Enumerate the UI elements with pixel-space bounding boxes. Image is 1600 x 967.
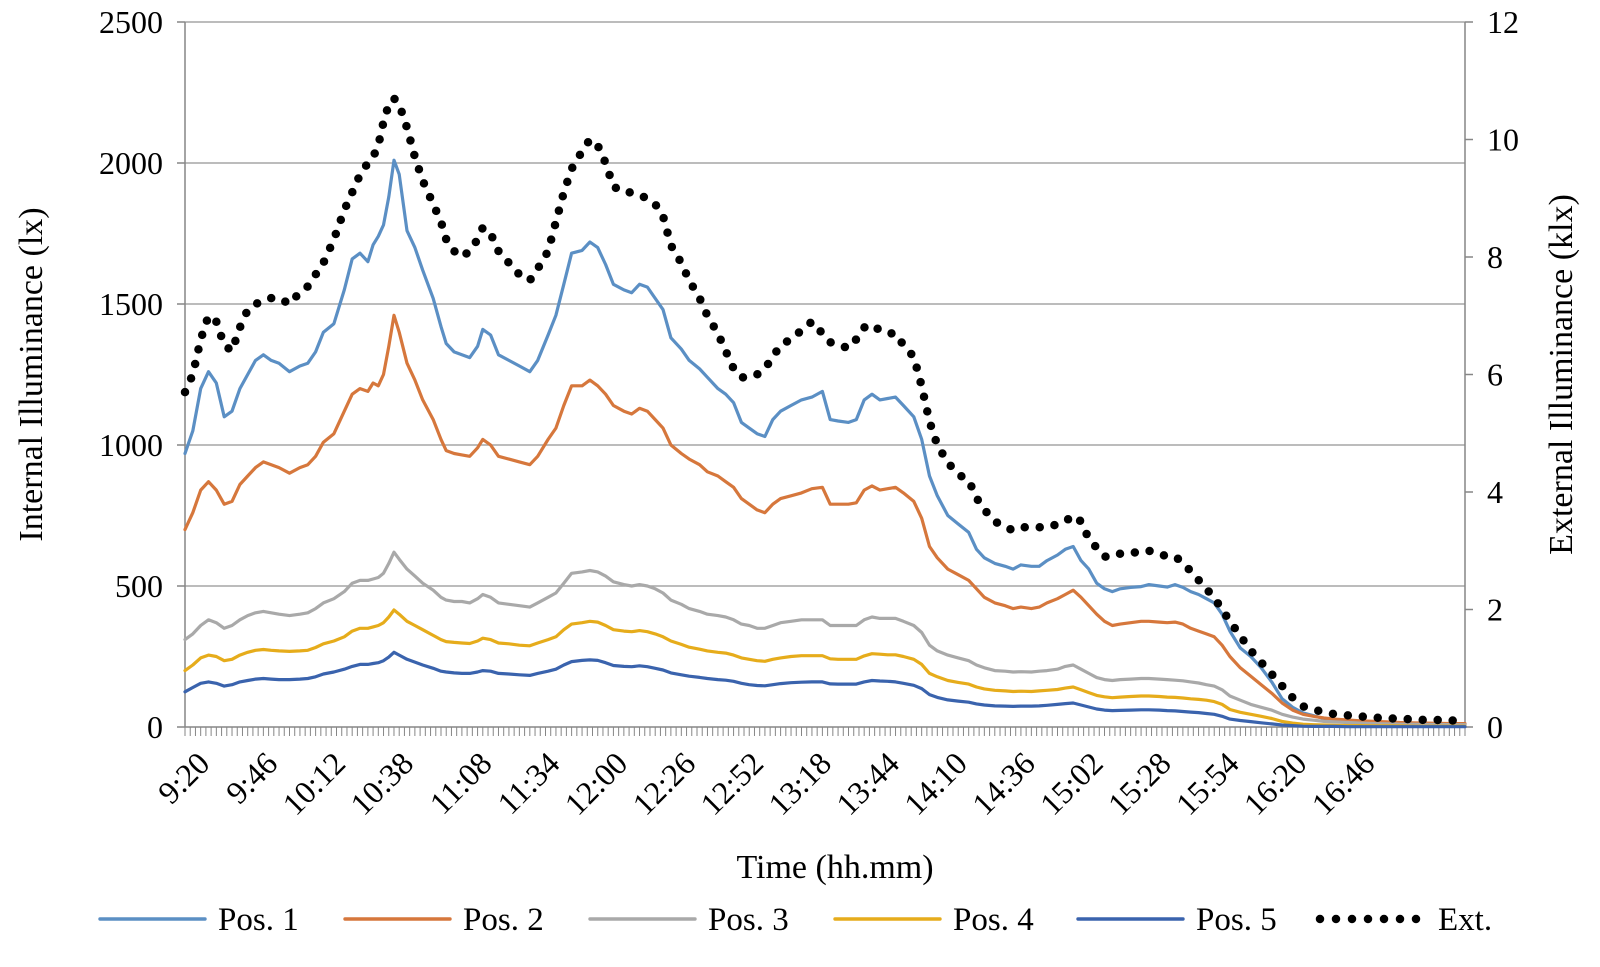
y-right-tick-label: 4 [1487, 474, 1503, 510]
y-right-tick-label: 0 [1487, 709, 1503, 745]
x-tick-label: 11:34 [490, 745, 566, 821]
x-tick-label: 15:02 [1033, 745, 1110, 822]
series-line-2 [183, 313, 1467, 726]
y-right-tick-label: 2 [1487, 592, 1503, 628]
right-y-axis-title: External Illuminance (klx) [1543, 194, 1580, 555]
x-tick-label: 12:52 [693, 745, 770, 822]
series-line-5 [183, 650, 1467, 729]
x-tick-label: 9:46 [219, 745, 285, 811]
x-tick-label: 11:08 [422, 745, 498, 821]
x-tick-label: 15:28 [1101, 745, 1178, 822]
x-tick-label: 10:38 [343, 745, 420, 822]
x-tick-label: 16:20 [1237, 745, 1314, 822]
x-tick-label: 10:12 [275, 745, 352, 822]
x-tick-label: 13:44 [829, 745, 906, 822]
series-line-3 [183, 550, 1467, 727]
series-line-6 [180, 94, 1470, 725]
legend: Pos. 1 Pos. 2 Pos. 3 Pos. 4 Pos. 5 Ext. [98, 902, 1492, 938]
left-y-tick-labels: 0 500 1000 1500 2000 2500 [99, 4, 163, 745]
gridlines [185, 21, 1465, 587]
x-tick-label: 9:20 [151, 745, 217, 811]
y-left-tick-label: 0 [147, 709, 163, 745]
legend-label: Pos. 2 [463, 902, 544, 938]
right-y-tick-labels: 0 2 4 6 8 10 12 [1487, 4, 1519, 745]
x-tick-label: 16:46 [1304, 745, 1381, 822]
series-line-4 [183, 608, 1467, 728]
x-tick-label: 12:00 [557, 745, 634, 822]
series-lines [180, 94, 1470, 729]
series-line-1 [183, 158, 1467, 726]
left-y-axis-title: Internal Illuminance (lx) [13, 207, 50, 541]
y-left-tick-label: 2500 [99, 4, 163, 40]
x-tick-label: 14:10 [897, 745, 974, 822]
x-tick-label: 13:18 [761, 745, 838, 822]
legend-label: Pos. 4 [953, 902, 1034, 938]
legend-label: Pos. 3 [708, 902, 789, 938]
x-tick-label: 15:54 [1169, 745, 1246, 822]
y-left-tick-label: 1500 [99, 286, 163, 322]
y-right-tick-label: 6 [1487, 357, 1503, 393]
y-right-tick-label: 12 [1487, 4, 1519, 40]
y-left-tick-label: 1000 [99, 427, 163, 463]
y-right-tick-label: 8 [1487, 239, 1503, 275]
legend-label: Pos. 1 [218, 902, 299, 938]
x-tick-label: 12:26 [625, 745, 702, 822]
x-axis-title: Time (hh.mm) [736, 849, 933, 886]
y-right-tick-label: 10 [1487, 122, 1519, 158]
x-tick-label: 14:36 [965, 745, 1042, 822]
y-left-tick-label: 2000 [99, 145, 163, 181]
axes [177, 21, 1473, 736]
legend-label: Ext. [1438, 902, 1492, 938]
legend-label: Pos. 5 [1196, 902, 1277, 938]
y-left-tick-label: 500 [115, 568, 163, 604]
